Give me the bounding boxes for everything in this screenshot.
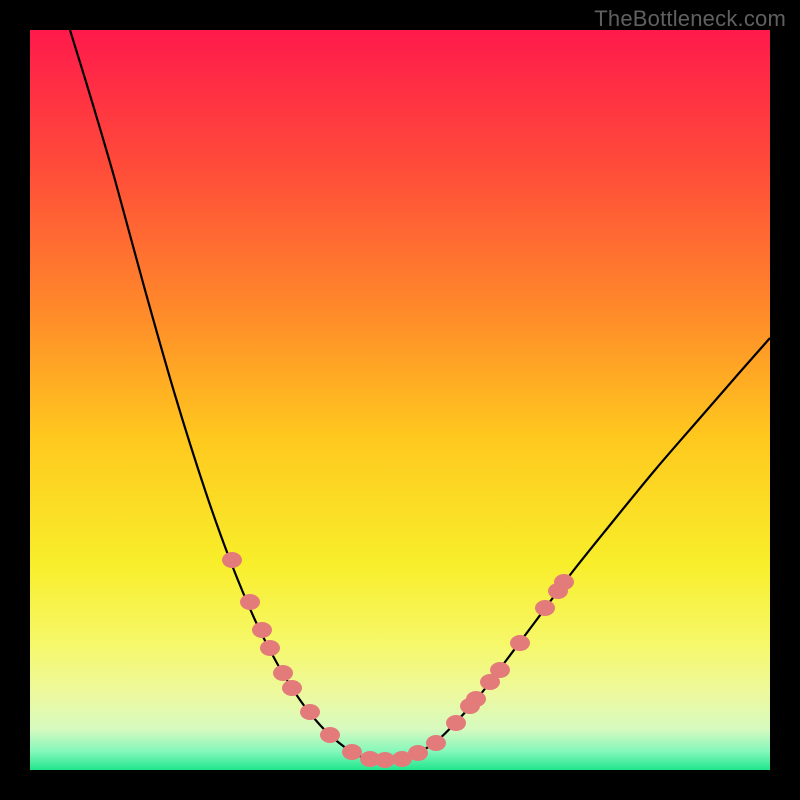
data-marker	[260, 640, 280, 656]
data-marker	[222, 552, 242, 568]
data-marker	[426, 735, 446, 751]
watermark-label: TheBottleneck.com	[594, 6, 786, 32]
data-marker	[375, 752, 395, 768]
data-marker	[320, 727, 340, 743]
data-marker	[408, 745, 428, 761]
gradient-background	[30, 30, 770, 770]
data-marker	[554, 574, 574, 590]
data-marker	[273, 665, 293, 681]
data-marker	[490, 662, 510, 678]
data-marker	[466, 691, 486, 707]
data-marker	[252, 622, 272, 638]
data-marker	[282, 680, 302, 696]
data-marker	[446, 715, 466, 731]
data-marker	[535, 600, 555, 616]
data-marker	[300, 704, 320, 720]
data-marker	[240, 594, 260, 610]
chart-svg	[0, 0, 800, 800]
data-marker	[510, 635, 530, 651]
chart-container: TheBottleneck.com	[0, 0, 800, 800]
data-marker	[342, 744, 362, 760]
